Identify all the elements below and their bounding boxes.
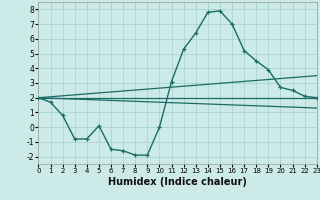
X-axis label: Humidex (Indice chaleur): Humidex (Indice chaleur) bbox=[108, 177, 247, 187]
